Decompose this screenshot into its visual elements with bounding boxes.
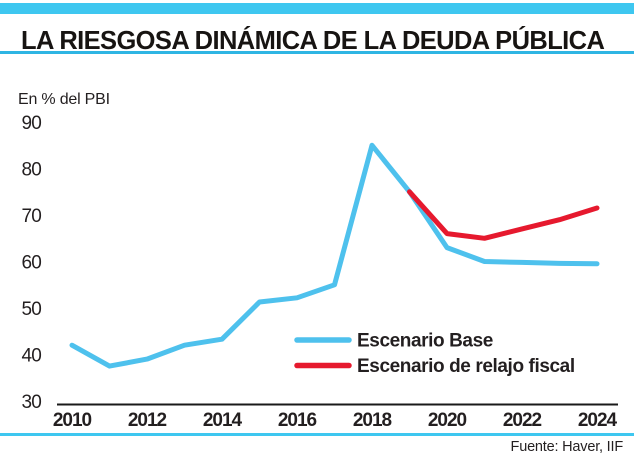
y-tick-label: 60 xyxy=(21,253,41,274)
x-tick-label: 2010 xyxy=(53,410,92,431)
y-tick-label: 80 xyxy=(21,160,41,181)
legend-label: Escenario de relajo fiscal xyxy=(357,356,575,377)
legend-label: Escenario Base xyxy=(357,331,493,352)
series-line-base xyxy=(69,142,600,369)
y-tick-label: 90 xyxy=(21,113,41,134)
y-tick-label: 70 xyxy=(21,206,41,227)
x-tick-label: 2016 xyxy=(278,410,317,431)
y-tick-label: 40 xyxy=(21,346,41,367)
x-tick-label: 2022 xyxy=(503,410,542,431)
series-line-relajo-fiscal xyxy=(407,189,600,241)
title-underline-rule xyxy=(0,51,634,54)
x-tick-label: 2020 xyxy=(428,410,467,431)
x-tick-label: 2014 xyxy=(203,410,243,431)
top-accent-bar xyxy=(0,3,634,14)
x-tick-label: 2024 xyxy=(578,410,618,431)
y-tick-label: 30 xyxy=(21,392,41,413)
chart-title: LA RIESGOSA DINÁMICA DE LA DEUDA PÚBLICA xyxy=(21,25,605,55)
source-credit: Fuente: Haver, IIF xyxy=(510,439,624,455)
x-tick-label: 2012 xyxy=(128,410,167,431)
footer-accent-rule xyxy=(0,433,634,436)
y-axis-unit-label: En % del PBI xyxy=(18,91,110,108)
y-tick-label: 50 xyxy=(21,299,41,320)
x-tick-label: 2018 xyxy=(353,410,392,431)
